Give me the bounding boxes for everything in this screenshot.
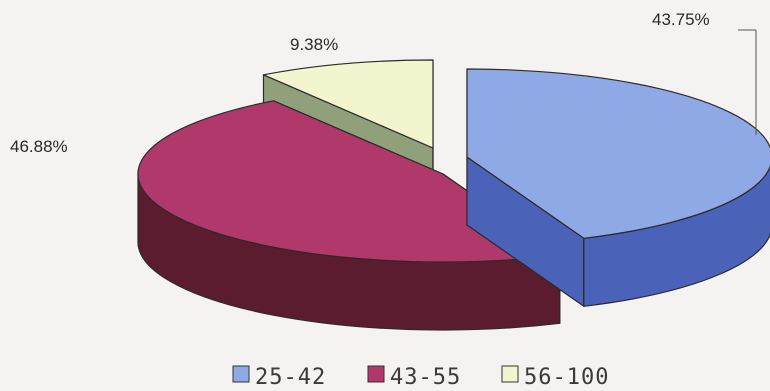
legend-swatch-25-42	[232, 365, 250, 383]
legend-swatch-43-55	[367, 365, 385, 383]
legend-swatch-56-100	[501, 365, 519, 383]
pie-slice-25-42	[466, 68, 770, 239]
slice-label-43-55: 46.88%	[10, 137, 68, 156]
slice-label-25-42: 43.75%	[652, 10, 710, 29]
pie-slice-56-100	[262, 59, 434, 149]
legend-label-43-55: 43-55	[390, 365, 461, 390]
slice-label-56-100: 9.38%	[290, 35, 338, 54]
legend: 25-42 43-55 56-100	[232, 365, 609, 390]
pie-slice-43-55	[137, 100, 561, 263]
legend-label-56-100: 56-100	[524, 365, 609, 390]
legend-label-25-42: 25-42	[255, 365, 326, 390]
